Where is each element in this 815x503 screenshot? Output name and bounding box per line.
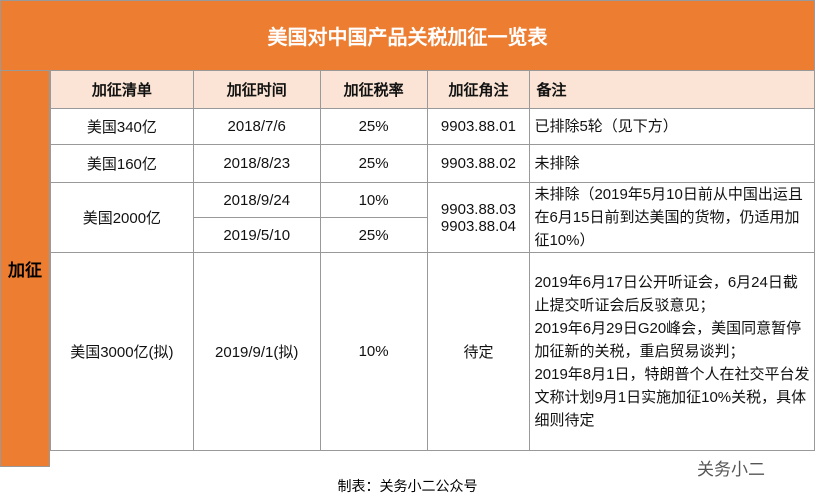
remark: 未排除（2019年5月10日前从中国出运且在6月15日前到达美国的货物，仍适用加… — [534, 186, 803, 249]
remarks-cell: 已排除5轮（见下方） — [529, 108, 815, 145]
time-cell: 2018/7/6 — [192, 108, 321, 145]
title: 美国对中国产品关税加征一览表 — [0, 0, 815, 71]
remarks-cell: 未排除 — [529, 144, 815, 183]
remark: 2019年6月29日G20峰会，美国同意暂停加征新的关税，重启贸易谈判； — [534, 320, 802, 360]
list-cell: 美国3000亿(拟) — [50, 252, 194, 451]
remarks-cell: 2019年6月17日公开听证会，6月24日截止提交听证会后反驳意见； 2019年6… — [529, 252, 815, 451]
watermark: 关务小二 — [697, 460, 765, 479]
code: 9903.88.04 — [440, 217, 516, 235]
list-cell: 美国2000亿 — [50, 182, 194, 253]
table: 加征清单 加征时间 加征税率 加征角注 备注 美国340亿 2018/7/6 25% 9903… — [50, 70, 815, 451]
rate-cell: 25% — [319, 217, 428, 253]
remark: 2019年6月17日公开听证会，6月24日截止提交听证会后反驳意见； — [534, 274, 798, 314]
code: 待定 — [463, 344, 494, 361]
list-cell: 美国340亿 — [50, 108, 194, 145]
codes-cell: 9903.88.03 9903.88.04 — [426, 182, 531, 253]
time-cell: 2019/5/10 — [192, 217, 321, 253]
header-cell: 加征税率 — [319, 70, 428, 109]
rate-cell: 25% — [319, 144, 428, 183]
code: 9903.88.02 — [440, 155, 516, 172]
remark: 已排除5轮（见下方） — [534, 118, 678, 135]
rate-cell: 10% — [319, 182, 428, 218]
time-cell: 2019/9/1(拟) — [192, 252, 321, 451]
codes-cell: 待定 — [426, 252, 531, 451]
table-row: 美国160亿 2018/8/23 25% 9903.88.02 未排除 — [50, 144, 815, 183]
header-cell: 加征角注 — [426, 70, 531, 109]
code: 9903.88.01 — [440, 118, 516, 135]
time-cell: 2018/8/23 — [192, 144, 321, 183]
header-cell: 加征时间 — [192, 70, 321, 109]
table-row: 2019/5/10 25% — [51, 217, 815, 253]
side-label: 加征 — [0, 70, 50, 467]
codes-cell: 9903.88.02 — [426, 144, 531, 183]
table-body: 美国340亿 2018/7/6 25% 9903.88.01 已排除5轮（见下方） 美国1… — [50, 108, 815, 451]
footer: 制表：关务小二公众号 — [337, 478, 478, 494]
header-cell: 加征清单 — [50, 70, 194, 109]
remark: 2019年8月1日，特朗普个人在社交平台发文称计划9月1日实施加征10%关税，具… — [534, 366, 810, 429]
table-row: 美国3000亿(拟) 2019/9/1(拟) 10% 待定 2019年6月17日公开听证… — [50, 252, 815, 451]
remarks-cell: 未排除（2019年5月10日前从中国出运且在6月15日前到达美国的货物，仍适用加… — [529, 182, 815, 253]
table-row: 美国2000亿 2018/9/24 10% 9903.88.03 9903.88.04 未… — [50, 182, 815, 253]
rate-cell: 25% — [319, 108, 428, 145]
header-cell: 备注 — [529, 70, 815, 109]
rate-cell: 10% — [319, 252, 428, 451]
code: 9903.88.03 — [440, 200, 516, 218]
list-cell: 美国160亿 — [50, 144, 194, 183]
table-row: 美国340亿 2018/7/6 25% 9903.88.01 已排除5轮（见下方） — [50, 108, 815, 145]
remark: 未排除 — [534, 155, 580, 172]
time-cell: 2018/9/24 — [192, 182, 321, 218]
header-row: 加征清单 加征时间 加征税率 加征角注 备注 — [50, 70, 815, 109]
codes-cell: 9903.88.01 — [426, 108, 531, 145]
